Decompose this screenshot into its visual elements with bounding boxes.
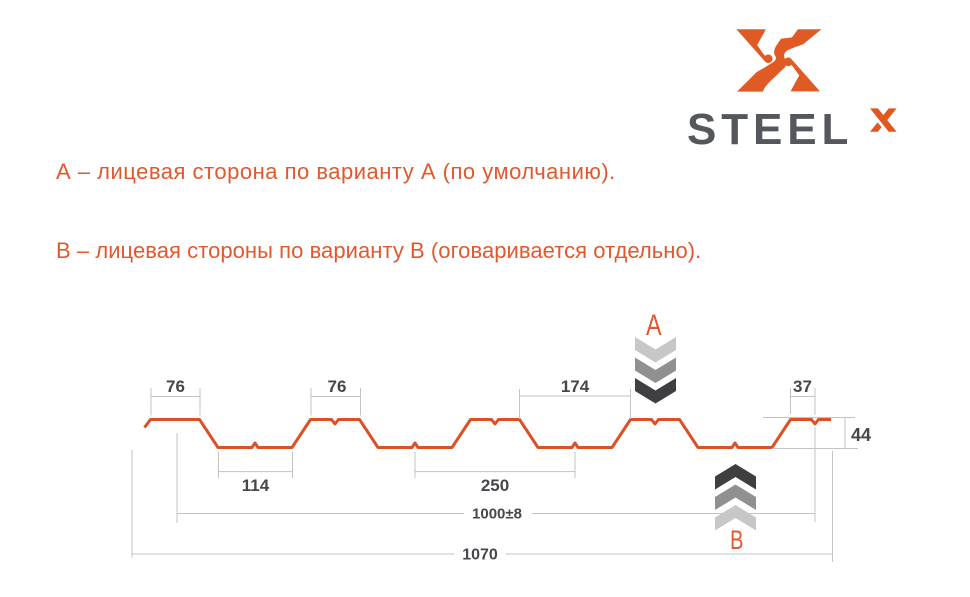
svg-text:B: B [730,525,744,555]
svg-text:44: 44 [851,425,871,445]
svg-text:76: 76 [166,377,185,396]
svg-text:1000±8: 1000±8 [472,506,522,523]
svg-text:174: 174 [561,377,590,396]
svg-text:37: 37 [793,377,812,396]
svg-text:A: A [646,309,662,342]
svg-text:114: 114 [242,476,270,495]
svg-text:250: 250 [481,476,509,495]
svg-text:1070: 1070 [462,547,498,564]
svg-text:76: 76 [328,377,347,396]
